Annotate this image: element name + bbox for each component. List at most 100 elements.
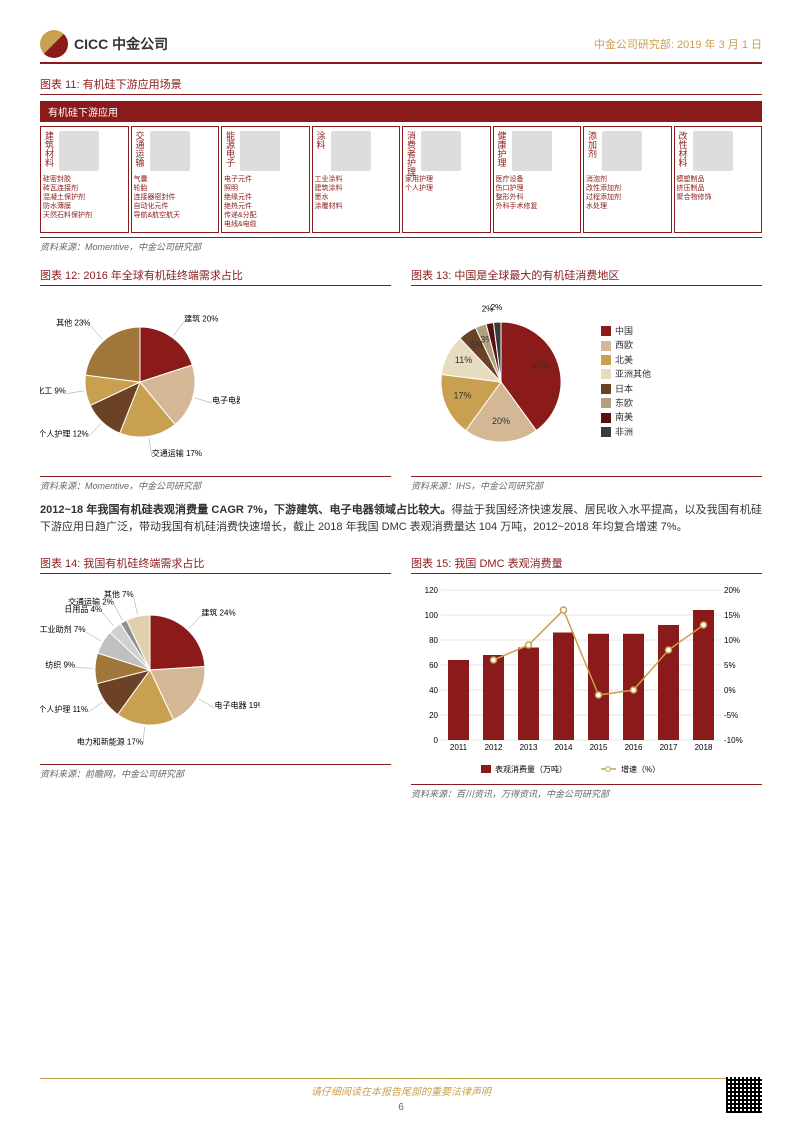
chart13-svg: 40%20%17%11%5%3%2%2%	[411, 292, 591, 472]
header-meta: 中金公司研究部: 2019 年 3 月 1 日	[594, 36, 762, 52]
app-items: 消泡剂改性添加剂过程添加剂水处理	[586, 175, 669, 211]
chart14-title: 图表 14: 我国有机硅终端需求占比	[40, 555, 391, 574]
svg-text:其他 23%: 其他 23%	[56, 317, 90, 327]
legend-swatch	[601, 355, 611, 365]
legend-swatch	[601, 398, 611, 408]
chart15-source: 资料来源：百川资讯，万得资讯，中金公司研究部	[411, 784, 762, 800]
app-image	[331, 131, 371, 171]
app-category: 消费者护理	[405, 131, 418, 176]
chart12-svg: 建筑 20%电子电器 19%交通运输 17%医疗和个人护理 12%化工 9%其他…	[40, 292, 240, 472]
app-items: 气囊轮胎连接器密封件自动化元件导航&航空航天	[134, 175, 217, 220]
svg-text:2011: 2011	[450, 743, 468, 752]
chart12-source: 资料来源：Momentive，中金公司研究部	[40, 476, 391, 492]
legend-label: 亚洲其他	[615, 367, 651, 381]
report-date: 2019 年 3 月 1 日	[677, 39, 762, 51]
legend-label: 北美	[615, 353, 633, 367]
svg-text:40: 40	[429, 686, 438, 695]
svg-text:电子电器 19%: 电子电器 19%	[215, 700, 260, 710]
app-items: 家用护理个人护理	[405, 175, 488, 193]
svg-text:2013: 2013	[520, 743, 538, 752]
chart11-bar: 有机硅下游应用	[40, 101, 762, 122]
svg-text:120: 120	[425, 586, 439, 595]
app-image	[240, 131, 280, 171]
chart13-source: 资料来源：IHS，中金公司研究部	[411, 476, 762, 492]
app-category: 健康护理	[496, 131, 509, 167]
chart11-title: 图表 11: 有机硅下游应用场景	[40, 76, 762, 95]
svg-text:20: 20	[429, 711, 438, 720]
app-image	[512, 131, 552, 171]
svg-text:其他 7%: 其他 7%	[104, 589, 134, 599]
svg-text:表观消费量（万吨）: 表观消费量（万吨）	[495, 764, 567, 774]
svg-text:纺织 9%: 纺织 9%	[45, 659, 75, 669]
svg-text:日用品 4%: 日用品 4%	[64, 605, 102, 614]
chart12-title: 图表 12: 2016 年全球有机硅终端需求占比	[40, 267, 391, 286]
app-items: 模塑制品挤压制品聚合物修饰	[677, 175, 760, 202]
chart13-pie: 40%20%17%11%5%3%2%2% 中国西欧北美亚洲其他日本东欧南美非洲	[411, 292, 762, 472]
legend-swatch	[601, 413, 611, 423]
app-items: 医疗设备伤口护理整形外科外科手术修复	[496, 175, 579, 211]
svg-text:2016: 2016	[625, 743, 643, 752]
legend-label: 东欧	[615, 396, 633, 410]
legend-swatch	[601, 341, 611, 351]
svg-text:0: 0	[434, 736, 439, 745]
legend-label: 日本	[615, 382, 633, 396]
dept-label: 中金公司研究部:	[594, 39, 674, 51]
app-category: 添加剂	[586, 131, 599, 158]
svg-text:工业助剂 7%: 工业助剂 7%	[40, 624, 85, 634]
svg-text:40%: 40%	[532, 361, 550, 371]
svg-text:5%: 5%	[724, 661, 736, 670]
svg-text:-5%: -5%	[724, 711, 738, 720]
qr-code-icon	[726, 1077, 762, 1113]
legend-label: 西欧	[615, 338, 633, 352]
chart11-categories: 建筑材料硅密封胶砖瓦连接剂混凝土保护剂防水薄膜天然石料保护剂交通运输气囊轮胎连接…	[40, 126, 762, 233]
app-items: 硅密封胶砖瓦连接剂混凝土保护剂防水薄膜天然石料保护剂	[43, 175, 126, 220]
legend-swatch	[601, 384, 611, 394]
app-category: 涂料	[315, 131, 328, 149]
svg-text:11%: 11%	[455, 354, 472, 364]
svg-text:医疗和个人护理 11%: 医疗和个人护理 11%	[40, 704, 88, 714]
svg-text:80: 80	[429, 636, 438, 645]
svg-text:2014: 2014	[555, 743, 573, 752]
svg-text:100: 100	[425, 611, 439, 620]
page-footer: 请仔细阅读在本报告尾部的重要法律声明 6	[40, 1078, 762, 1113]
app-category: 能源电子	[224, 131, 237, 167]
svg-text:2015: 2015	[590, 743, 608, 752]
app-image	[59, 131, 99, 171]
svg-text:交通运输 17%: 交通运输 17%	[152, 448, 202, 458]
chart13-title: 图表 13: 中国是全球最大的有机硅消费地区	[411, 267, 762, 286]
logo: CICC 中金公司	[40, 30, 168, 58]
svg-text:建筑 24%: 建筑 24%	[201, 607, 235, 617]
company-name: CICC 中金公司	[74, 34, 168, 54]
svg-text:建筑 20%: 建筑 20%	[184, 313, 218, 323]
svg-text:电力和新能源 17%: 电力和新能源 17%	[77, 736, 143, 746]
svg-text:10%: 10%	[724, 636, 740, 645]
svg-text:2018: 2018	[695, 743, 713, 752]
app-image	[693, 131, 733, 171]
legend-label: 中国	[615, 324, 633, 338]
svg-text:增速（%）: 增速（%）	[621, 764, 660, 774]
page-header: CICC 中金公司 中金公司研究部: 2019 年 3 月 1 日	[40, 30, 762, 64]
svg-text:60: 60	[429, 661, 438, 670]
body-paragraph: 2012~18 年我国有机硅表观消费量 CAGR 7%，下游建筑、电子电器领域占…	[40, 502, 762, 537]
app-category: 改性材料	[677, 131, 690, 167]
chart14-source: 资料来源：前瞻网，中金公司研究部	[40, 764, 391, 780]
legend-swatch	[601, 427, 611, 437]
chart12-pie: 建筑 20%电子电器 19%交通运输 17%医疗和个人护理 12%化工 9%其他…	[40, 292, 391, 472]
disclaimer: 请仔细阅读在本报告尾部的重要法律声明	[40, 1083, 762, 1098]
chart15-svg: 020406080100120-10%-5%0%5%10%15%20%20112…	[411, 580, 751, 780]
svg-text:-10%: -10%	[724, 736, 743, 745]
app-items: 工业涂料建筑涂料墨水涂覆材料	[315, 175, 398, 211]
svg-text:20%: 20%	[724, 586, 740, 595]
legend-label: 南美	[615, 410, 633, 424]
legend-swatch	[601, 326, 611, 336]
app-image	[150, 131, 190, 171]
app-category: 交通运输	[134, 131, 147, 167]
app-items: 电子元件照明绝缘元件绝热元件传递&分配电线&电缆	[224, 175, 307, 230]
page-number: 6	[40, 1102, 762, 1113]
legend-label: 非洲	[615, 425, 633, 439]
chart11-source: 资料来源：Momentive，中金公司研究部	[40, 237, 762, 253]
chart15-combo: 020406080100120-10%-5%0%5%10%15%20%20112…	[411, 580, 762, 780]
app-image	[602, 131, 642, 171]
chart14-pie: 建筑 24% 电子电器 19% 电力和新能源 17% 医疗和个人护理 11% 纺织 9%…	[40, 580, 391, 760]
svg-text:0%: 0%	[724, 686, 736, 695]
